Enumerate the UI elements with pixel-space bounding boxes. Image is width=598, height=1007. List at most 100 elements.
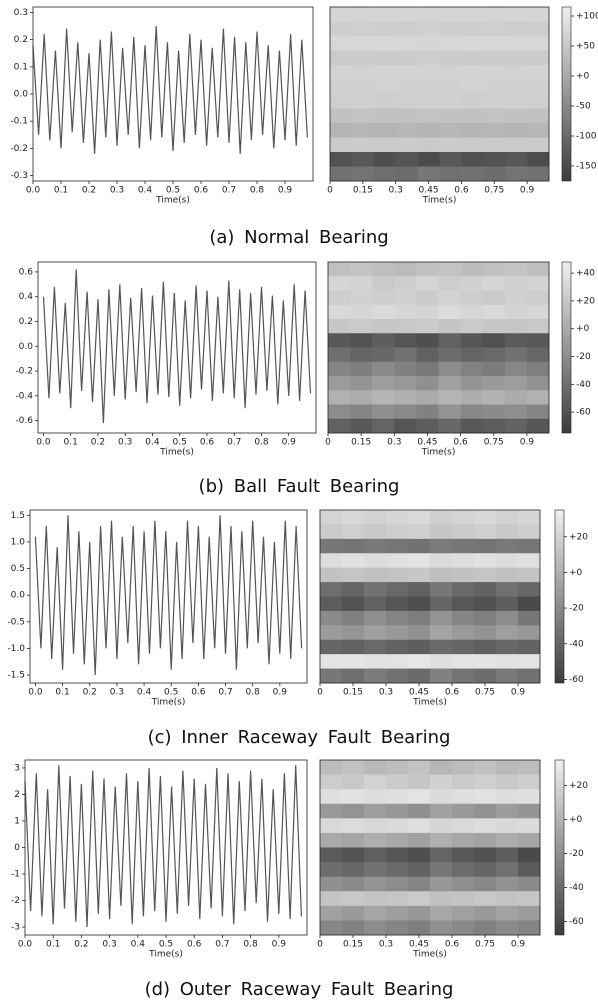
spectrogram-cell — [408, 789, 431, 805]
spectrogram-cell — [320, 553, 343, 568]
x-tick-label: 0.2 — [74, 940, 88, 950]
spectrogram-cell — [328, 262, 351, 277]
spectrogram-cell — [351, 108, 375, 124]
spectrogram-cell — [504, 376, 528, 391]
spectrogram-cell — [518, 905, 541, 921]
spectrogram-cell — [328, 276, 351, 291]
x-tick-label: 0.45 — [409, 688, 429, 698]
y-tick-label: -1.5 — [7, 671, 25, 681]
plot-frame — [327, 261, 550, 434]
spectrogram-cell — [394, 347, 417, 363]
spectrogram-cell — [395, 36, 418, 51]
spectrogram-cell — [518, 610, 541, 626]
spectrogram-cell — [394, 290, 417, 306]
spectrogram-cell — [504, 390, 528, 405]
spectrogram-cell — [328, 304, 351, 320]
x-tick-label: 0.3 — [389, 186, 403, 196]
spectrogram-cell — [342, 524, 365, 540]
spectrogram-cell — [452, 891, 475, 907]
spectrogram-cell — [386, 610, 409, 626]
spectrogram-cell — [394, 262, 417, 277]
spectrogram-cell — [342, 905, 365, 921]
y-tick-label: 2 — [14, 790, 20, 800]
spectrogram-cell — [452, 654, 475, 669]
spectrogram-cell — [408, 876, 431, 892]
x-tick-label: 0.9 — [520, 438, 535, 448]
spectrogram-cell — [408, 625, 431, 641]
spectrogram-cell — [526, 319, 550, 334]
spectrogram-cell — [342, 582, 365, 597]
x-axis-label: Time(s) — [412, 698, 447, 708]
spectrogram-cell — [430, 803, 453, 819]
spectrogram-cell — [373, 166, 396, 182]
spectrogram-cell — [518, 862, 541, 877]
spectrogram-cell — [342, 596, 365, 612]
spectrogram-cell — [328, 333, 351, 348]
spectrogram-cell — [373, 50, 396, 66]
spectrogram-cell — [496, 510, 519, 525]
y-tick-label: 0 — [14, 843, 20, 853]
spectrogram-cell — [474, 553, 497, 568]
spectrogram-cell — [496, 553, 519, 568]
spectrogram-cell — [408, 905, 431, 921]
spectrogram-cell — [350, 262, 373, 277]
colorbar-tick-label: +50 — [576, 42, 595, 52]
spectrogram-cell — [483, 137, 506, 153]
spectrogram-cell — [328, 319, 351, 334]
spectrogram-cell — [416, 290, 439, 306]
x-tick-label: 0.45 — [417, 438, 437, 448]
colorbar — [554, 509, 565, 684]
spectrogram-cell — [351, 50, 375, 66]
x-tick-label: 0.3 — [387, 438, 401, 448]
spectrogram-cell — [364, 610, 387, 626]
spectrogram-cell — [452, 582, 475, 597]
spectrogram-cell — [386, 803, 409, 819]
spectrogram-cell — [372, 304, 395, 320]
y-tick-label: 1.0 — [11, 537, 26, 547]
spectrogram-cell — [395, 108, 418, 124]
spectrogram-cell — [330, 7, 353, 22]
spectrogram-cell — [330, 79, 353, 95]
spectrogram-cell — [452, 510, 475, 525]
spectrogram-cell — [518, 876, 541, 892]
spectrogram-cell — [394, 390, 417, 405]
spectrogram-cell — [342, 625, 365, 641]
spectrogram-cell — [482, 404, 506, 420]
spectrogram-cell — [505, 7, 528, 22]
x-tick-label: 0.5 — [166, 186, 180, 196]
colorbar-tick-label: +0 — [576, 72, 590, 82]
spectrogram-cell — [320, 610, 343, 626]
spectrogram-cell — [496, 760, 519, 775]
spectrogram-cell — [438, 418, 461, 434]
spectrogram-cell — [461, 21, 484, 37]
spectrogram-cell — [430, 596, 453, 612]
spectrogram-cell — [351, 123, 375, 138]
spectrogram-cell — [364, 567, 387, 583]
spectrogram-cell — [386, 582, 409, 597]
y-tick-label: -0.3 — [10, 171, 28, 181]
x-tick-label: 0 — [317, 940, 323, 950]
spectrogram-cell — [408, 639, 431, 655]
spectrogram-cell — [320, 567, 343, 583]
spectrogram-cell — [328, 376, 351, 391]
spectrogram-cell — [350, 404, 373, 420]
spectrogram-cell — [439, 36, 462, 51]
x-tick-label: 0.15 — [351, 438, 371, 448]
colorbar-tick-label: +20 — [569, 781, 588, 791]
spectrogram-cell — [373, 36, 396, 51]
spectrogram-cell — [372, 418, 395, 434]
spectrogram-cell — [452, 803, 475, 819]
spectrogram-cell — [496, 862, 519, 877]
spectrogram-cell — [351, 94, 375, 109]
x-axis-label: Time(s) — [155, 196, 190, 206]
spectrogram-cell — [364, 553, 387, 568]
spectrogram-cell — [417, 65, 440, 80]
spectrogram-cell — [386, 524, 409, 540]
spectrogram-cell — [496, 538, 519, 554]
caption: (b) Ball Fault Bearing — [199, 476, 400, 497]
spectrogram-cell — [460, 347, 483, 363]
spectrogram-cell — [496, 639, 519, 655]
spectrogram-cell — [408, 524, 431, 540]
colorbar-tick-label: +0 — [576, 324, 590, 334]
